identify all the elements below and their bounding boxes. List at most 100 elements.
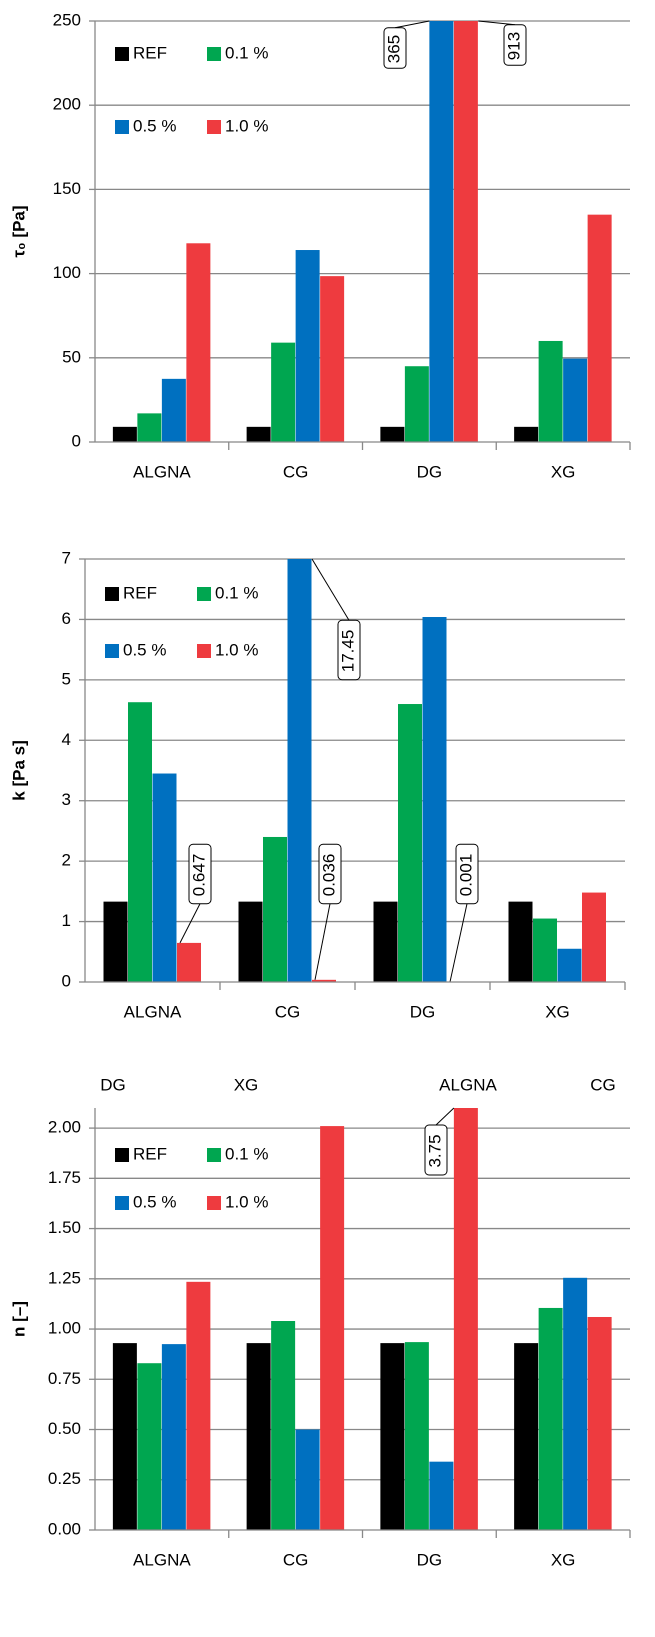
x-tick-label: XG: [545, 1002, 570, 1021]
legend-label: REF: [123, 583, 157, 602]
bar: [112, 426, 137, 442]
bar: [563, 1277, 588, 1530]
value-label: 0.036: [319, 854, 338, 897]
bar: [429, 1461, 454, 1530]
y-tick-label: 50: [62, 347, 81, 366]
leader-line: [394, 20, 430, 29]
bar: [582, 892, 606, 982]
y-tick-label: 4: [62, 730, 71, 749]
y-axis-label: n [–]: [9, 1301, 28, 1337]
value-label: 3.75: [425, 1134, 444, 1167]
bar: [320, 1126, 345, 1530]
bar: [422, 617, 447, 982]
bar: [404, 366, 429, 442]
bar: [380, 1343, 405, 1530]
bar: [137, 1363, 162, 1530]
legend-label: 0.5 %: [133, 116, 176, 135]
bar: [320, 276, 345, 442]
value-label: 17.45: [338, 630, 357, 673]
x-tick-label: CG: [283, 1550, 309, 1569]
y-tick-label: 1.00: [48, 1319, 81, 1338]
y-tick-label: 6: [62, 609, 71, 628]
y-axis-label: τ₀ [Pa]: [9, 205, 28, 257]
legend-swatch: [115, 1196, 129, 1210]
y-axis-label: k [Pa s]: [9, 740, 28, 800]
x-tick-label: DG: [417, 462, 443, 481]
y-tick-label: 200: [53, 95, 81, 114]
value-label: 365: [384, 35, 403, 63]
y-tick-label: 1.25: [48, 1268, 81, 1287]
bar: [557, 948, 582, 982]
y-tick-label: 0.00: [48, 1519, 81, 1538]
value-label: 0.647: [189, 854, 208, 897]
y-tick-label: 150: [53, 179, 81, 198]
legend-swatch: [207, 1148, 221, 1162]
legend-swatch: [105, 587, 119, 601]
bar: [514, 1343, 539, 1530]
y-tick-label: 100: [53, 263, 81, 282]
leader-line: [314, 903, 331, 980]
bar: [538, 340, 563, 442]
bar: [538, 1307, 563, 1530]
y-tick-label: 250: [53, 10, 81, 29]
y-tick-label: 0: [62, 971, 71, 990]
bar: [152, 773, 177, 982]
legend-label: 1.0 %: [215, 640, 258, 659]
legend-label: 1.0 %: [225, 1192, 268, 1211]
bar: [128, 702, 152, 982]
legend-swatch: [115, 1148, 129, 1162]
legend-swatch: [197, 644, 211, 658]
stray-label: ALGNA: [439, 1075, 497, 1094]
x-tick-label: XG: [551, 462, 576, 481]
stray-label: XG: [234, 1075, 259, 1094]
label-box: [188, 843, 212, 905]
y-tick-label: 7: [62, 548, 71, 567]
legend-label: 0.1 %: [215, 583, 258, 602]
y-tick-label: 0.75: [48, 1369, 81, 1388]
x-tick-label: CG: [275, 1002, 301, 1021]
bar: [246, 1343, 271, 1530]
x-tick-label: DG: [410, 1002, 436, 1021]
legend-label: 1.0 %: [225, 116, 268, 135]
bar: [161, 378, 186, 442]
legend-label: 0.5 %: [133, 1192, 176, 1211]
x-tick-label: DG: [417, 1550, 443, 1569]
label-box: [383, 27, 407, 69]
x-tick-label: ALGNA: [124, 1002, 182, 1021]
bar: [587, 214, 612, 442]
y-tick-label: 1.50: [48, 1218, 81, 1237]
label-box: [424, 1124, 448, 1176]
legend-swatch: [197, 587, 211, 601]
bar: [508, 901, 533, 982]
bar: [137, 413, 162, 442]
bar: [453, 1108, 478, 1530]
y-tick-label: 3: [62, 790, 71, 809]
legend-swatch: [207, 47, 221, 61]
legend-label: 0.1 %: [225, 1144, 268, 1163]
leader-line: [449, 903, 468, 983]
bar: [514, 426, 539, 442]
bar: [429, 21, 454, 442]
x-tick-label: ALGNA: [133, 1550, 191, 1569]
x-tick-label: XG: [551, 1550, 576, 1569]
leader-line: [478, 20, 516, 26]
bar: [533, 918, 557, 982]
bar: [380, 426, 405, 442]
bar: [103, 901, 128, 982]
leader-line: [435, 1107, 455, 1126]
legend-swatch: [115, 120, 129, 134]
bar: [295, 250, 320, 442]
stray-label: CG: [590, 1075, 616, 1094]
bar: [404, 1342, 429, 1530]
bar: [246, 426, 271, 442]
bar: [186, 1281, 211, 1530]
legend-swatch: [105, 644, 119, 658]
y-tick-label: 2.00: [48, 1118, 81, 1137]
bar: [161, 1344, 186, 1530]
y-tick-label: 0.25: [48, 1469, 81, 1488]
y-tick-label: 1.75: [48, 1168, 81, 1187]
bar: [312, 979, 336, 982]
bar: [295, 1429, 320, 1530]
